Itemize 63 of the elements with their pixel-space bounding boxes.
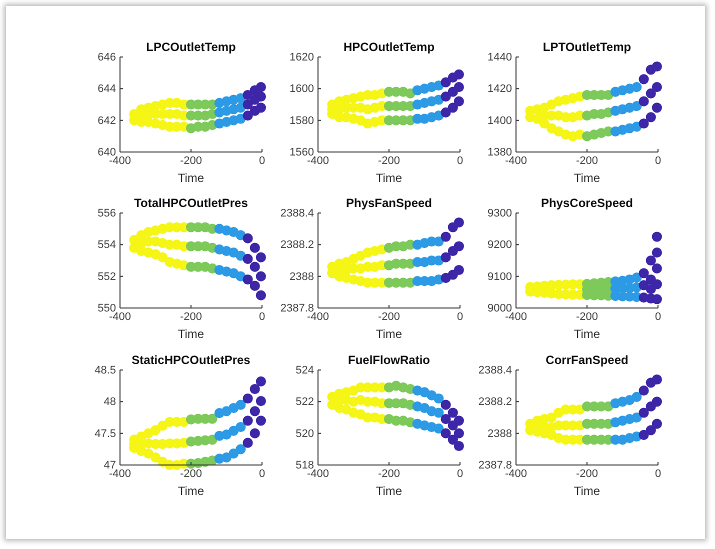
y-tick-label: 2388.2	[478, 396, 512, 408]
x-axis-title: Time	[178, 171, 204, 185]
x-axis-title: Time	[574, 171, 600, 185]
chart-title: LPCOutletTemp	[146, 40, 236, 54]
x-axis-title: Time	[376, 171, 402, 185]
y-tick-label: 642	[98, 114, 116, 127]
x-tick-label: 0	[654, 310, 662, 323]
chart-title: TotalHPCOutletPres	[134, 196, 248, 210]
y-tick-label: 644	[98, 83, 116, 96]
x-axis-title: Time	[376, 484, 402, 498]
chart-title: PhysCoreSpeed	[540, 196, 634, 210]
x-tick-label: 0	[258, 310, 266, 323]
y-tick-label: 552	[98, 270, 116, 283]
x-tick-label: 0	[456, 154, 464, 167]
x-tick-label: -200	[378, 468, 400, 480]
y-tick-label: 554	[98, 239, 116, 252]
y-tick-label: 556	[98, 208, 116, 220]
y-tick-label: 1420	[488, 83, 512, 96]
x-axis-title: Time	[574, 327, 600, 341]
x-tick-label: -200	[576, 310, 598, 323]
x-axis-title: Time	[376, 327, 402, 341]
y-tick-label: 1580	[290, 114, 314, 127]
x-tick-label: 0	[654, 468, 662, 480]
y-tick-label: 646	[98, 52, 116, 64]
x-tick-label: -200	[576, 468, 598, 480]
y-tick-label: 522	[296, 396, 314, 408]
y-tick-label: 48	[104, 396, 116, 408]
x-tick-label: 0	[258, 468, 266, 480]
y-tick-label: 520	[296, 428, 314, 440]
y-tick-label: 9300	[488, 208, 512, 220]
x-tick-label: -200	[378, 310, 400, 323]
chart-title: HPCOutletTemp	[343, 40, 435, 54]
x-axis-title: Time	[178, 484, 204, 498]
y-tick-label: 2388.4	[280, 208, 314, 220]
x-axis-title: Time	[178, 327, 204, 341]
y-tick-label: 2388	[488, 428, 512, 440]
y-tick-label: 2388	[290, 270, 314, 283]
y-tick-label: 1400	[488, 114, 512, 127]
y-tick-label: 2388.2	[280, 239, 314, 252]
y-tick-label: 1600	[290, 83, 314, 96]
chart-title: LPTOutletTemp	[542, 40, 632, 54]
chart-title: CorrFanSpeed	[546, 353, 628, 367]
chart-title: PhysFanSpeed	[346, 196, 432, 210]
y-tick-label: 9100	[488, 270, 512, 283]
x-tick-label: -200	[180, 154, 202, 167]
y-tick-label: 1440	[488, 52, 512, 64]
y-tick-label: 524	[296, 364, 314, 377]
x-tick-label: 0	[456, 310, 464, 323]
x-tick-label: 0	[258, 154, 266, 167]
y-tick-label: 48.5	[94, 364, 116, 377]
x-tick-label: -200	[378, 154, 400, 167]
y-tick-label: 9200	[488, 239, 512, 252]
x-tick-label: -200	[180, 468, 202, 480]
chart-title: StaticHPCOutletPres	[132, 353, 251, 367]
y-tick-label: 47.5	[94, 428, 116, 440]
x-tick-label: 0	[654, 154, 662, 167]
x-tick-label: 0	[456, 468, 464, 480]
y-tick-label: 2388.4	[478, 364, 512, 377]
y-tick-label: 1620	[290, 52, 314, 64]
x-axis-title: Time	[574, 484, 600, 498]
chart-title: FuelFlowRatio	[348, 353, 430, 367]
x-tick-label: -200	[180, 310, 202, 323]
x-tick-label: -200	[576, 154, 598, 167]
